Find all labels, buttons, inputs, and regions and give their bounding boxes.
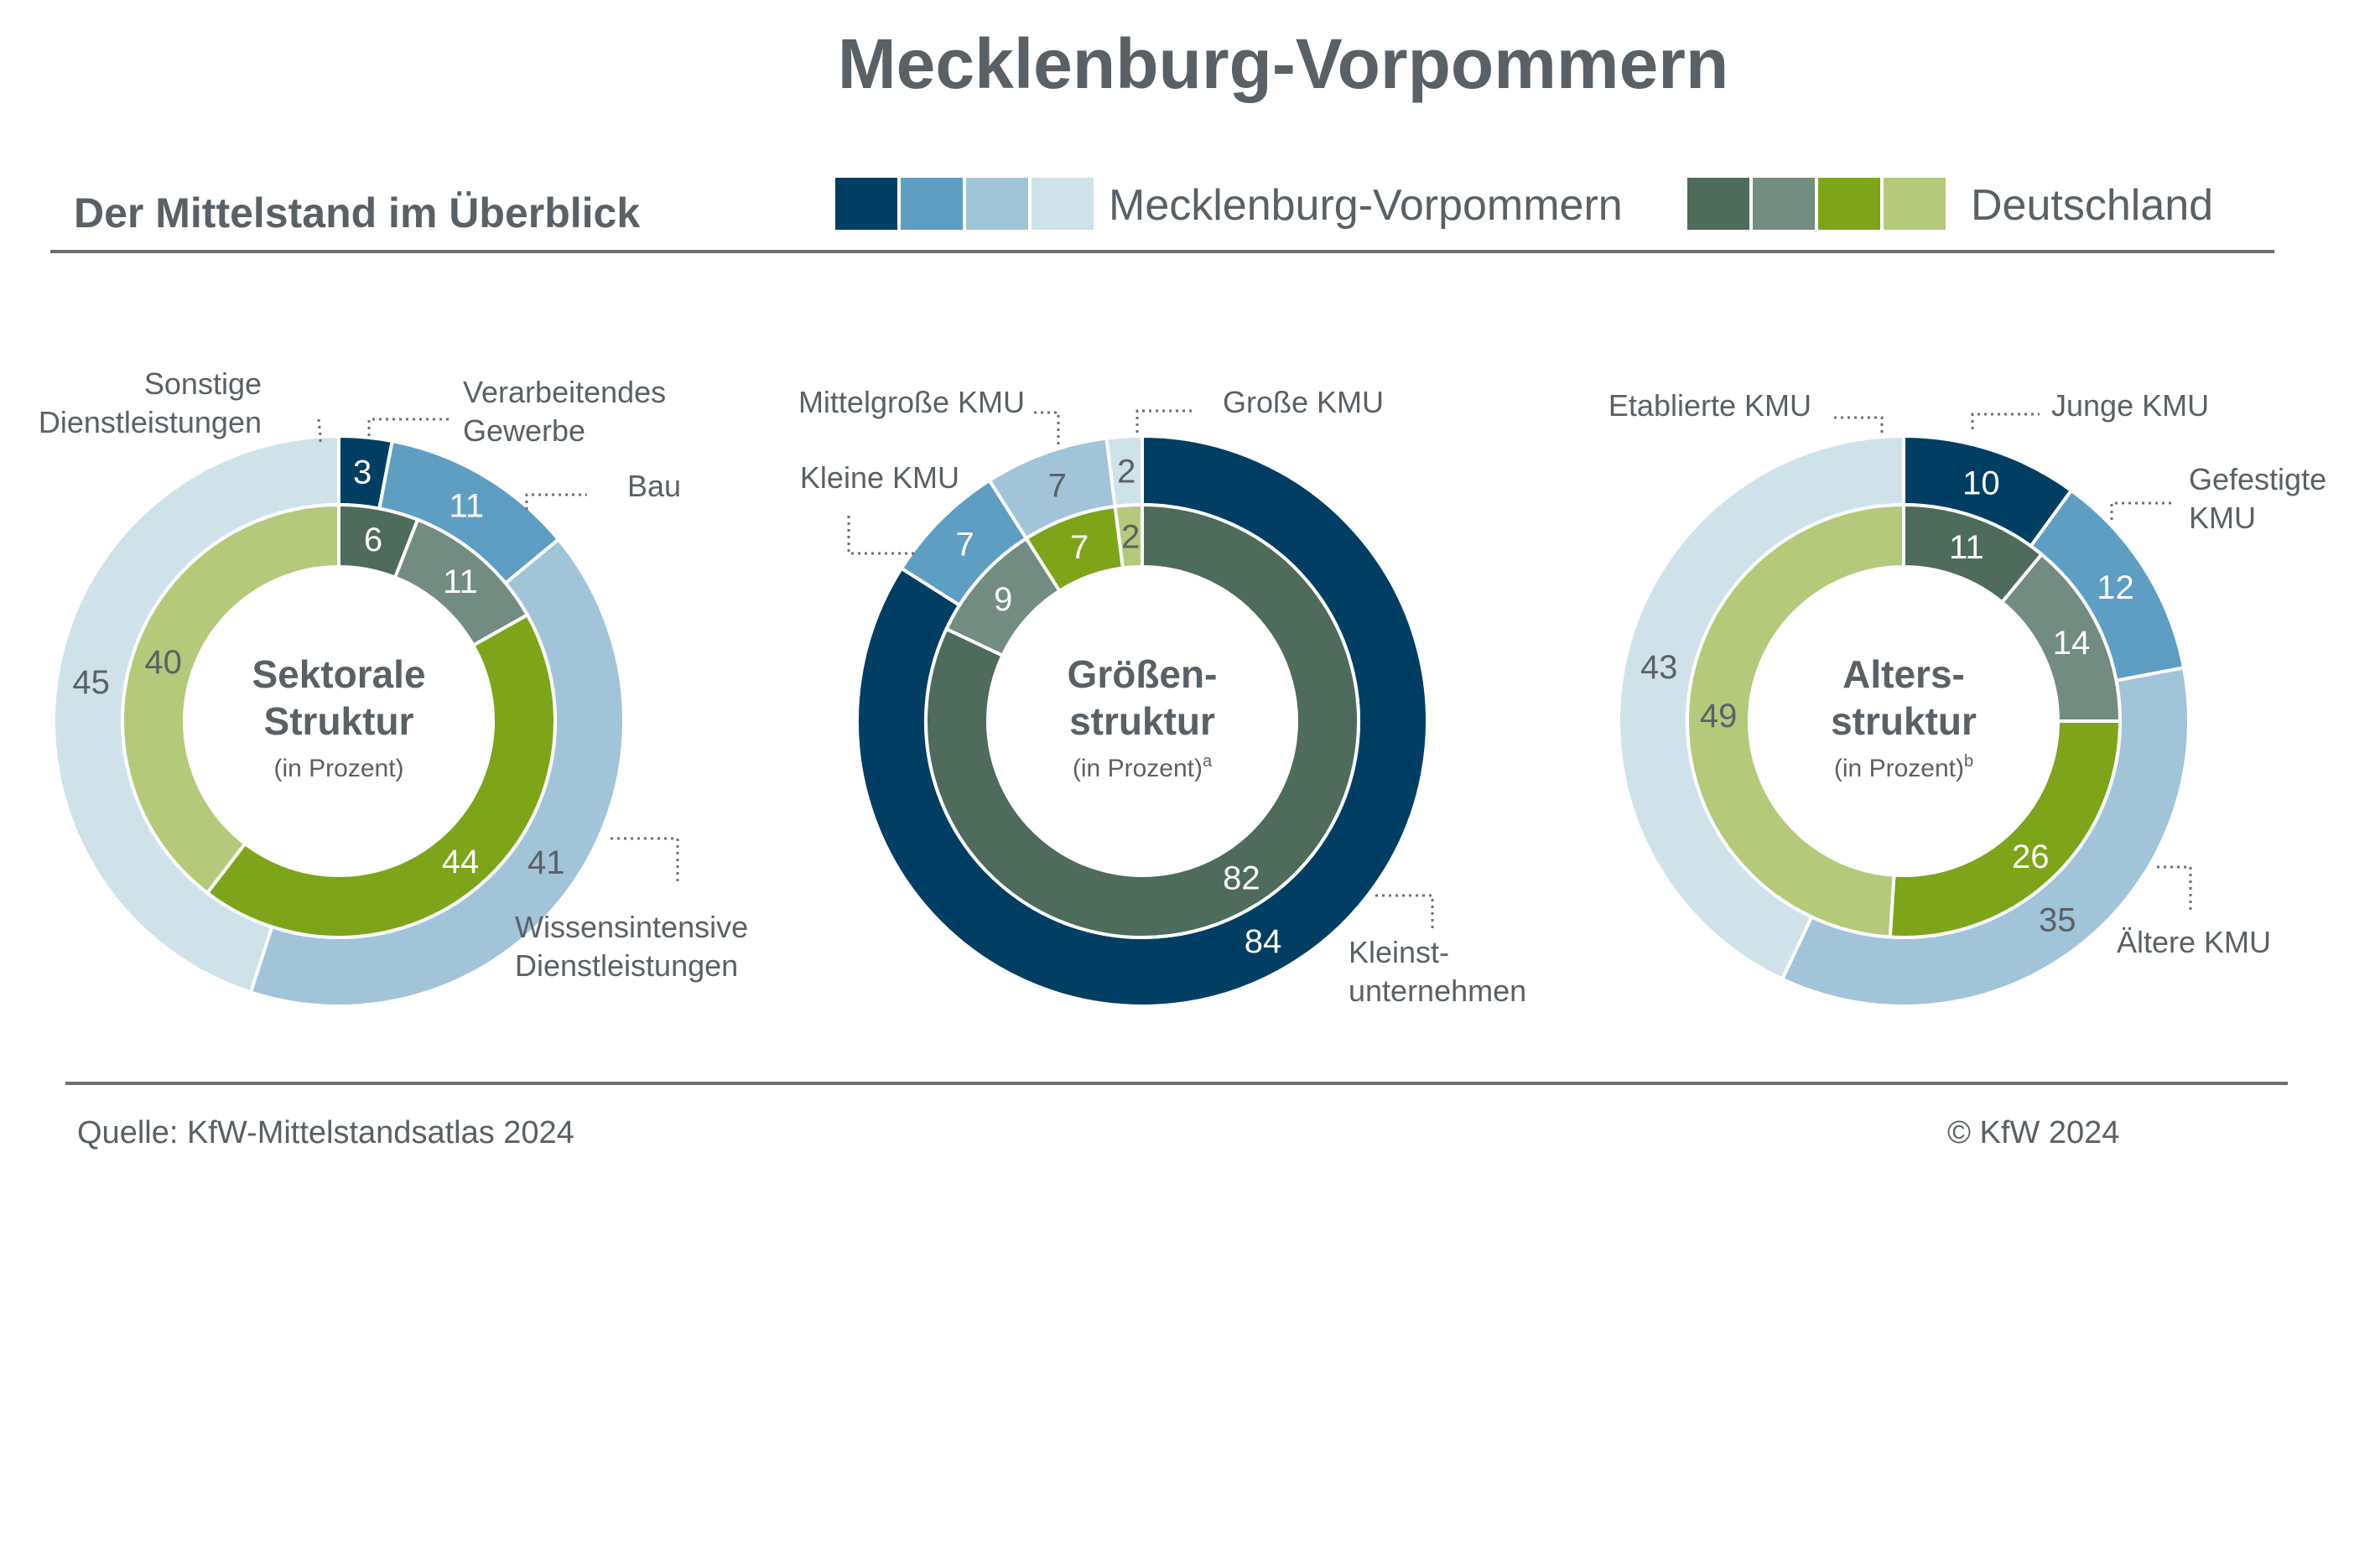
category-label: KMU bbox=[2189, 501, 2256, 535]
legend-swatch-mv-4 bbox=[1032, 178, 1094, 230]
category-label: Kleinst- bbox=[1349, 935, 1449, 969]
legend-swatches-mv bbox=[835, 178, 1097, 233]
data-label-inner-4: 2 bbox=[1121, 518, 1140, 555]
data-label-outer-4: 45 bbox=[72, 664, 110, 701]
leader-line bbox=[847, 513, 914, 555]
data-label-outer-2: 7 bbox=[955, 527, 974, 563]
legend-swatch-mv-3 bbox=[966, 178, 1028, 230]
data-label-outer-1: 3 bbox=[353, 454, 372, 491]
category-label: Gefestigte bbox=[2189, 462, 2326, 496]
center-subtitle: (in Prozent)b bbox=[1834, 752, 1973, 782]
category-label: Mittelgroße KMU bbox=[798, 385, 1025, 419]
legend-swatch-de-1 bbox=[1687, 178, 1749, 230]
data-label-inner-2: 14 bbox=[2053, 625, 2091, 662]
data-label-inner-4: 49 bbox=[1700, 698, 1738, 735]
legend-label-de: Deutschland bbox=[1971, 181, 2214, 230]
category-label: Große KMU bbox=[1223, 385, 1384, 419]
category-label: Dienstleistungen bbox=[515, 948, 738, 983]
source-note: Quelle: KfW-Mittelstandsatlas 2024 bbox=[77, 1115, 574, 1150]
segment-inner-4 bbox=[121, 502, 340, 896]
copyright-note: © KfW 2024 bbox=[1947, 1115, 2120, 1150]
legend-swatch-de-3 bbox=[1818, 178, 1880, 230]
data-label-outer-4: 2 bbox=[1117, 454, 1136, 491]
center-title-line-1: Größen- bbox=[1068, 652, 1218, 696]
category-label: Etablierte KMU bbox=[1608, 388, 1811, 423]
category-label: Dienstleistungen bbox=[39, 405, 262, 439]
legend-swatch-de-4 bbox=[1884, 178, 1946, 230]
top-divider bbox=[50, 250, 2274, 253]
leader-line bbox=[2110, 501, 2172, 520]
main-title: Mecklenburg-Vorpommern bbox=[837, 24, 1729, 103]
leader-line bbox=[611, 837, 679, 885]
leader-line bbox=[317, 418, 322, 443]
data-label-outer-1: 84 bbox=[1245, 923, 1282, 960]
leader-line bbox=[2157, 865, 2192, 914]
legend-swatches-de bbox=[1687, 178, 1949, 233]
data-label-inner-4: 40 bbox=[144, 644, 182, 681]
data-label-inner-3: 26 bbox=[2012, 839, 2050, 875]
data-label-outer-3: 41 bbox=[527, 844, 565, 881]
center-superscript: a bbox=[1203, 752, 1213, 771]
category-label: Kleine KMU bbox=[800, 460, 959, 495]
category-label: Junge KMU bbox=[2051, 388, 2209, 423]
data-label-outer-2: 12 bbox=[2097, 569, 2134, 606]
legend-swatch-mv-2 bbox=[901, 178, 963, 230]
data-label-outer-3: 35 bbox=[2039, 901, 2076, 938]
subtitle: Der Mittelstand im Überblick bbox=[74, 190, 641, 236]
category-label: Bau bbox=[627, 469, 681, 503]
legend-swatch-mv-1 bbox=[835, 178, 897, 230]
category-label: Wissensintensive bbox=[515, 910, 748, 944]
leader-line bbox=[1032, 411, 1060, 444]
segment-inner-4 bbox=[1686, 502, 1905, 939]
data-label-outer-3: 7 bbox=[1048, 468, 1067, 505]
center-subtitle: (in Prozent)a bbox=[1073, 752, 1213, 782]
category-label: Ältere KMU bbox=[2117, 925, 2271, 959]
category-label: unternehmen bbox=[1349, 974, 1526, 1008]
leader-line bbox=[367, 418, 453, 436]
segment-inner-3 bbox=[1888, 719, 2123, 939]
legend-label-mv: Mecklenburg-Vorpommern bbox=[1109, 181, 1623, 230]
data-label-outer-1: 10 bbox=[1962, 465, 2000, 502]
category-label: Gewerbe bbox=[463, 413, 585, 448]
data-label-inner-1: 11 bbox=[1949, 529, 1984, 566]
data-label-inner-1: 82 bbox=[1223, 860, 1260, 897]
leader-line bbox=[1136, 409, 1196, 433]
category-label: Sonstige bbox=[144, 366, 262, 401]
leader-line bbox=[1375, 894, 1434, 929]
segment-inner-4 bbox=[1113, 502, 1144, 570]
bottom-divider bbox=[65, 1082, 2288, 1085]
donut-chart-3: 10 12 35 43 11 14 26 49 Alters-struktur (in Proze… bbox=[1608, 388, 2326, 1008]
center-title-line-2: Struktur bbox=[264, 699, 414, 743]
center-superscript: b bbox=[1964, 752, 1973, 771]
data-label-outer-4: 43 bbox=[1640, 649, 1678, 686]
center-title-line-1: Alters- bbox=[1842, 652, 1965, 696]
data-label-inner-1: 6 bbox=[364, 522, 382, 558]
segment-inner-1 bbox=[924, 502, 1360, 939]
leader-line bbox=[1833, 416, 1884, 433]
center-title-line-2: struktur bbox=[1069, 699, 1215, 743]
data-label-inner-2: 9 bbox=[994, 581, 1012, 618]
data-label-inner-3: 44 bbox=[442, 844, 480, 880]
leader-line bbox=[525, 493, 587, 510]
data-label-inner-3: 7 bbox=[1070, 529, 1089, 566]
data-label-outer-2: 11 bbox=[449, 488, 484, 525]
legend-swatch-de-2 bbox=[1753, 178, 1815, 230]
center-title-line-1: Sektorale bbox=[252, 652, 425, 696]
leader-line bbox=[1971, 413, 2040, 429]
data-label-inner-2: 11 bbox=[443, 563, 478, 600]
segment-inner-3 bbox=[205, 612, 557, 939]
center-title-line-2: struktur bbox=[1831, 699, 1977, 743]
center-subtitle: (in Prozent) bbox=[273, 755, 403, 782]
category-label: Verarbeitendes bbox=[463, 375, 666, 409]
